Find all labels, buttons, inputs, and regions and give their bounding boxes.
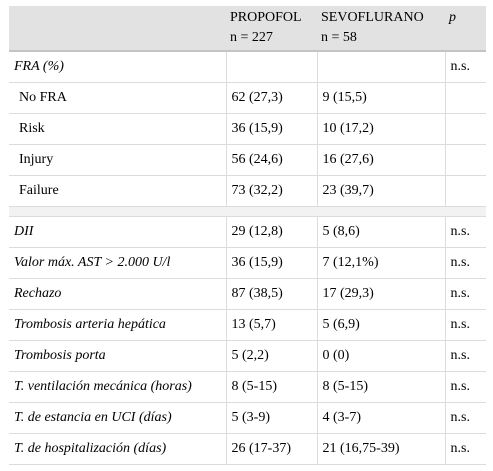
header-n-sevoflurano: n = 58 [317,28,445,52]
cell-p: n.s. [444,51,486,83]
cell-p [444,144,486,176]
row-label: Rechazo [9,278,226,310]
cell-sevoflurano: 21 (16,75-39) [316,433,445,465]
row-label: T. de hospitalización (días) [9,433,226,465]
table-row: Injury 56 (24,6) 16 (27,6) [9,144,486,176]
cell-propofol: 73 (32,2) [225,175,317,207]
table-header: PROPOFOL SEVOFLURANO p n = 227 n = 58 [9,6,486,52]
cell-propofol: 36 (15,9) [225,113,317,145]
row-label: Risk [9,113,226,145]
spacer-cell [226,206,317,217]
table-row: T. de estancia en UCI (días) 5 (3-9) 4 (… [9,402,486,434]
table-row: Trombosis arteria hepática 13 (5,7) 5 (6… [9,309,486,341]
header-empty-cell [9,28,226,52]
table-row: T. ventilación mecánica (horas) 8 (5-15)… [9,371,486,403]
row-label: T. ventilación mecánica (horas) [9,371,226,403]
cell-sevoflurano: 7 (12,1%) [316,247,445,279]
cell-sevoflurano: 17 (29,3) [316,278,445,310]
cell-p: n.s. [444,340,486,372]
table-row: Failure 73 (32,2) 23 (39,7) [9,175,486,207]
cell-propofol: 13 (5,7) [225,309,317,341]
cell-p [444,175,486,207]
row-label: FRA (%) [9,51,226,83]
row-label: Injury [9,144,226,176]
table-row: Valor máx. AST > 2.000 U/l 36 (15,9) 7 (… [9,247,486,279]
header-empty-cell [445,28,486,52]
cell-sevoflurano: 0 (0) [316,340,445,372]
row-label: DII [9,216,226,248]
table-row: Trombosis porta 5 (2,2) 0 (0) n.s. [9,340,486,372]
cell-sevoflurano: 5 (6,9) [316,309,445,341]
cell-p: n.s. [444,402,486,434]
cell-propofol: 87 (38,5) [225,278,317,310]
table-row: T. de hospitalización (días) 26 (17-37) … [9,433,486,465]
header-sevoflurano: SEVOFLURANO [317,6,445,28]
header-propofol: PROPOFOL [226,6,317,28]
cell-propofol: 62 (27,3) [225,82,317,114]
cell-propofol: 5 (3-9) [225,402,317,434]
cell-p [444,113,486,145]
cell-propofol: 8 (5-15) [225,371,317,403]
cell-propofol: 29 (12,8) [225,216,317,248]
cell-p: n.s. [444,433,486,465]
row-label: T. de estancia en UCI (días) [9,402,226,434]
cell-p: n.s. [444,309,486,341]
cell-sevoflurano: 16 (27,6) [316,144,445,176]
header-empty-cell [9,6,226,28]
spacer-cell [9,206,226,217]
table-row: Rechazo 87 (38,5) 17 (29,3) n.s. [9,278,486,310]
results-table: PROPOFOL SEVOFLURANO p n = 227 n = 58 FR… [9,6,486,465]
row-label: Valor máx. AST > 2.000 U/l [9,247,226,279]
row-label: Trombosis porta [9,340,226,372]
cell-propofol: 56 (24,6) [225,144,317,176]
cell-propofol [225,51,317,83]
table-row: Risk 36 (15,9) 10 (17,2) [9,113,486,145]
row-label: Trombosis arteria hepática [9,309,226,341]
table-spacer-row [9,206,486,217]
spacer-cell [445,206,486,217]
row-label: Failure [9,175,226,207]
cell-sevoflurano: 8 (5-15) [316,371,445,403]
cell-propofol: 5 (2,2) [225,340,317,372]
table-row: DII 29 (12,8) 5 (8,6) n.s. [9,216,486,248]
spacer-cell [317,206,445,217]
cell-sevoflurano: 9 (15,5) [316,82,445,114]
cell-p: n.s. [444,247,486,279]
cell-propofol: 36 (15,9) [225,247,317,279]
cell-sevoflurano: 5 (8,6) [316,216,445,248]
row-label: No FRA [9,82,226,114]
table-row-fra: FRA (%) n.s. [9,51,486,83]
cell-sevoflurano [316,51,445,83]
cell-sevoflurano: 4 (3-7) [316,402,445,434]
cell-p [444,82,486,114]
cell-p: n.s. [444,216,486,248]
header-p-value: p [445,6,486,28]
cell-sevoflurano: 10 (17,2) [316,113,445,145]
cell-p: n.s. [444,371,486,403]
header-n-propofol: n = 227 [226,28,317,52]
cell-p: n.s. [444,278,486,310]
cell-propofol: 26 (17-37) [225,433,317,465]
cell-sevoflurano: 23 (39,7) [316,175,445,207]
table-row: No FRA 62 (27,3) 9 (15,5) [9,82,486,114]
